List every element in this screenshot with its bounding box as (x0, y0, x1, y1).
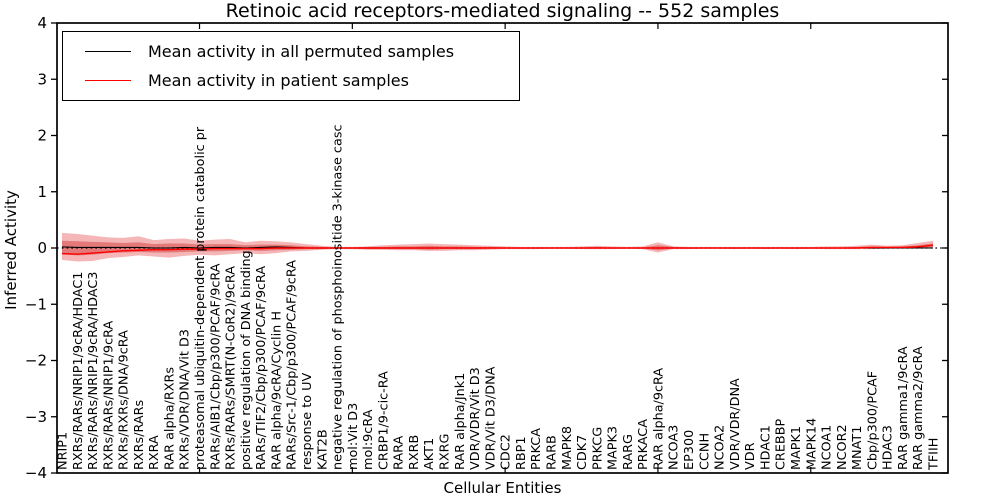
y-tick-label: 2 (37, 127, 47, 145)
x-tick-label: Cbp/p300/PCAF (865, 371, 880, 470)
x-tick-label: RXRs/RARs/SMRT(N-CoR2)/9cRA (224, 266, 239, 470)
legend-item-patient: Mean activity in patient samples (63, 66, 519, 95)
x-tick-label: RARs/Src-1/Cbp/p300/PCAF/9cRA (285, 260, 300, 470)
y-tick-label: 0 (37, 239, 47, 257)
x-tick-label: VDR (743, 442, 758, 470)
x-tick-label: RARG (621, 434, 636, 470)
x-tick-label: VDR/Vit D3/DNA (483, 366, 498, 470)
legend-label-permuted: Mean activity in all permuted samples (148, 42, 455, 61)
x-tick-label: RAR alpha/RXRs (162, 367, 177, 470)
x-tick-label: VDR/VDR/Vit D3 (468, 367, 483, 470)
x-tick-label: KAT2B (315, 429, 330, 470)
y-tick-label: −4 (25, 464, 47, 482)
legend-item-permuted: Mean activity in all permuted samples (63, 37, 519, 66)
x-tick-label: mol:Vit D3 (346, 403, 361, 470)
x-tick-label: RARs/TIF2/Cbp/p300/PCAF/9cRA (254, 266, 269, 470)
x-tick-label: RAR gamma1/9cRA (896, 346, 911, 470)
x-tick-label: RAR alpha/Jnk1 (453, 373, 468, 470)
x-tick-label: NRIP1 (56, 432, 71, 470)
x-tick-label: TFIIH (927, 438, 942, 471)
x-tick-label: RXRB (407, 435, 422, 470)
x-tick-label: MAPK1 (789, 426, 804, 470)
x-tick-label: CCNH (697, 433, 712, 470)
y-tick-label: 4 (37, 14, 47, 32)
x-tick-label: RXRA (147, 435, 162, 470)
legend-line-red (85, 80, 131, 81)
x-tick-label: CDC2 (499, 434, 514, 470)
y-tick-label: −3 (25, 408, 47, 426)
x-tick-label: RXRs/RARs (132, 399, 147, 470)
legend: Mean activity in all permuted samples Me… (62, 31, 520, 101)
x-tick-label: RXRs/RARs/NRIP1/9cRA/HDAC1 (71, 272, 86, 470)
y-tick-label: 3 (37, 70, 47, 88)
x-tick-label: negative regulation of phosphoinositide … (331, 124, 346, 470)
x-tick-label: CREBBP (774, 419, 789, 470)
x-tick-label: NCOR2 (835, 424, 850, 470)
x-tick-label: HDAC3 (881, 425, 896, 470)
x-tick-label: MAPK8 (560, 426, 575, 470)
x-tick-label: NCOA3 (667, 425, 682, 470)
x-tick-label: RXRs/RXRs/DNA/9cRA (117, 330, 132, 470)
patient-mean-line (61, 244, 934, 255)
x-tick-label: HDAC1 (758, 425, 773, 470)
x-tick-label: EP300 (682, 430, 697, 470)
x-tick-label: RAR alpha/9cRA (651, 368, 666, 470)
x-tick-label: NCOA2 (713, 425, 728, 470)
x-tick-label: RBP1 (514, 436, 529, 470)
x-tick-label: RARB (544, 435, 559, 470)
x-tick-label: mol:9cRA (361, 409, 376, 470)
confidence-band-outer (62, 232, 933, 262)
x-tick-label: PRKACA (636, 419, 651, 470)
x-tick-label: RXRs/RARs/NRIP1/9cRA/HDAC3 (86, 272, 101, 470)
y-axis-label: Inferred Activity (2, 190, 21, 310)
x-tick-label: proteasomal ubiquitin-dependent protein … (193, 126, 208, 470)
x-tick-label: RAR alpha/9cRA/Cyclin H (269, 311, 284, 470)
legend-line-black (85, 51, 131, 52)
x-tick-label: response to UV (300, 373, 315, 470)
x-tick-label: MNAT1 (850, 426, 865, 470)
x-tick-label: MAPK14 (804, 418, 819, 470)
x-tick-label: RXRs/VDR/DNA/Vit D3 (178, 329, 193, 470)
x-tick-label: MAPK3 (606, 426, 621, 470)
y-tick-label: −1 (25, 295, 47, 313)
x-tick-label: PRKCG (590, 427, 605, 470)
x-tick-label: NCOA1 (820, 425, 835, 470)
chart-title: Retinoic acid receptors-mediated signali… (225, 0, 780, 22)
x-tick-label: VDR/VDR/DNA (728, 378, 743, 470)
x-tick-label: positive regulation of DNA binding (239, 250, 254, 470)
y-tick-label: −2 (25, 352, 47, 370)
x-tick-label: RXRs/RARs/NRIP1/9cRA (101, 321, 116, 470)
x-axis-label: Cellular Entities (443, 479, 562, 497)
x-tick-label: RARs/AIB1/Cbp/p300/PCAF/9cRA (208, 263, 223, 470)
x-tick-label: CDK7 (575, 435, 590, 470)
y-tick-label: 1 (37, 183, 47, 201)
x-tick-label: RXRG (438, 434, 453, 470)
x-tick-label: PRKCA (529, 428, 544, 470)
y-axis-label-wrap: Inferred Activity (0, 0, 22, 500)
x-tick-label: RAR gamma2/9cRA (911, 346, 926, 470)
legend-label-patient: Mean activity in patient samples (148, 71, 409, 90)
x-tick-label: RARA (392, 436, 407, 470)
x-tick-label: AKT1 (422, 438, 437, 470)
x-tick-label: CRBP1/9-cic-RA (376, 371, 391, 470)
